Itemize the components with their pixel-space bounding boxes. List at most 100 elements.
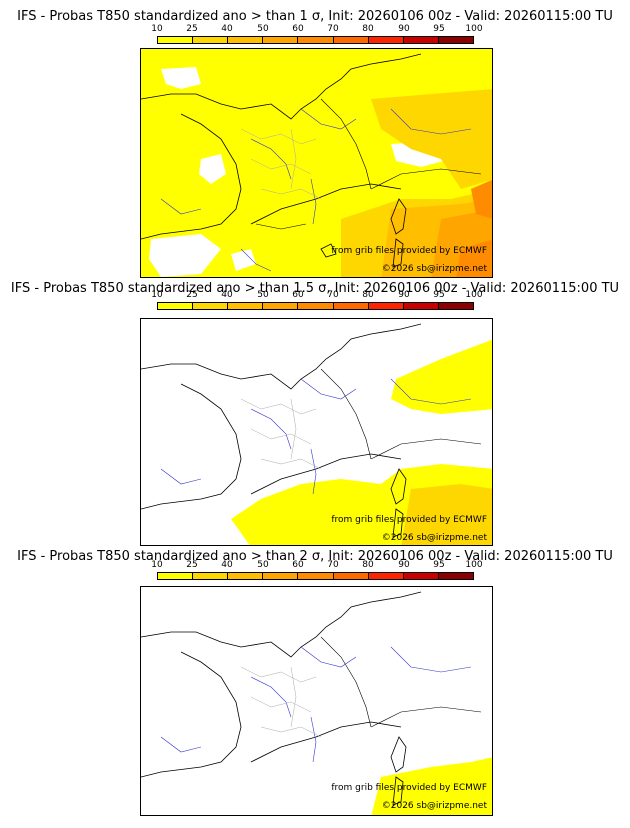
colorbar-tick: 10 [151,290,163,300]
colorbar-bar [157,36,474,44]
river [390,378,472,405]
sardinia-outline [392,776,404,806]
probability-map: from grib files provided by ECMWF ©2026 … [140,48,493,278]
prob-fill-25 [401,484,492,545]
border [370,438,482,460]
colorbar-segment [403,573,439,579]
data-source-credit: from grib files provided by ECMWF [331,246,487,256]
colorbar-tick: 70 [327,290,339,300]
river [300,108,357,130]
colorbar-segment [193,37,229,43]
coastline [141,383,242,510]
prob-fill-60 [456,239,492,277]
colorbar-tick: 10 [151,24,163,34]
admin-boundaries [240,666,322,738]
colorbar-tick: 80 [362,24,374,34]
below-threshold-area [231,249,256,271]
colorbar-tick: 50 [257,560,269,570]
border [255,223,307,230]
colorbar-segment [228,303,264,309]
colorbar-segment [158,303,194,309]
border [370,706,482,728]
coastline [250,453,402,495]
sardinia-outline [392,238,404,268]
coastline [250,183,402,225]
panel-2sigma: IFS - Probas T850 standardized ano > tha… [0,546,630,828]
river [310,716,317,763]
river [390,108,472,135]
colorbar-tick: 100 [465,290,483,300]
colorbar-tick: 80 [362,290,374,300]
colorbar-segment [298,573,334,579]
panel-1-5sigma: IFS - Probas T850 standardized ano > tha… [0,278,630,546]
map-title: IFS - Probas T850 standardized ano > tha… [17,9,613,24]
river [240,248,272,272]
border [320,368,372,460]
colorbar-segment [333,37,369,43]
prob-fill-10 [371,757,492,815]
colorbar-segment [228,37,264,43]
map-graphic [141,49,492,277]
colorbar-tick: 50 [257,24,269,34]
colorbar-segment [263,573,299,579]
colorbar-tick: 70 [327,24,339,34]
colorbar-tick: 100 [465,24,483,34]
river [390,646,472,673]
colorbar-segment [158,573,194,579]
map-graphic [141,587,492,815]
colorbar-segment [368,573,404,579]
colorbar-bar [157,572,474,580]
colorbar-segment [403,303,439,309]
map-title: IFS - Probas T850 standardized ano > tha… [10,281,620,296]
river [300,378,357,400]
colorbar-tick: 90 [398,24,410,34]
colorbar-segment [333,303,369,309]
data-source-credit: from grib files provided by ECMWF [331,515,487,525]
border [320,98,372,190]
colorbar-segment [368,303,404,309]
colorbar-tick-labels: 10 25 40 50 60 70 80 90 95 100 [151,290,487,301]
colorbar-segment [193,303,229,309]
colorbar-tick: 25 [186,560,198,570]
colorbar-segment [438,573,473,579]
colorbar-segment [298,37,334,43]
copyright-credit: ©2026 sb@irizpme.net [381,264,487,274]
copyright-credit: ©2026 sb@irizpme.net [381,533,487,543]
coastline [141,113,242,240]
colorbar-tick: 95 [433,560,445,570]
prob-fill-10 [391,339,492,414]
colorbar-tick: 60 [292,290,304,300]
data-source-credit: from grib files provided by ECMWF [331,783,487,793]
colorbar-bar [157,302,474,310]
colorbar-tick: 70 [327,560,339,570]
colorbar-segment [193,573,229,579]
prob-fill-25 [371,89,492,189]
colorbar-tick-labels: 10 25 40 50 60 70 80 90 95 100 [151,24,487,35]
below-threshold-area [199,154,226,184]
colorbar-tick: 90 [398,290,410,300]
colorbar-segment [158,37,194,43]
border [370,168,482,190]
river [160,198,202,215]
colorbar-tick: 50 [257,290,269,300]
coastline [141,651,242,778]
colorbar-tick: 25 [186,24,198,34]
colorbar-segment [403,37,439,43]
probability-map: from grib files provided by ECMWF ©2026 … [140,318,493,546]
colorbar-tick: 90 [398,560,410,570]
panel-1sigma: IFS - Probas T850 standardized ano > tha… [0,0,630,278]
river [160,468,202,485]
colorbar-tick: 100 [465,560,483,570]
colorbar-segment [298,303,334,309]
colorbar-segment [228,573,264,579]
colorbar-tick: 95 [433,24,445,34]
river [250,138,292,180]
coastline [250,721,402,763]
copyright-credit: ©2026 sb@irizpme.net [381,801,487,811]
river [160,736,202,753]
below-threshold-area [161,67,201,89]
colorbar-tick: 10 [151,560,163,570]
colorbar-tick: 40 [221,560,233,570]
corsica-outline [390,736,407,773]
map-title: IFS - Probas T850 standardized ano > tha… [17,549,613,564]
